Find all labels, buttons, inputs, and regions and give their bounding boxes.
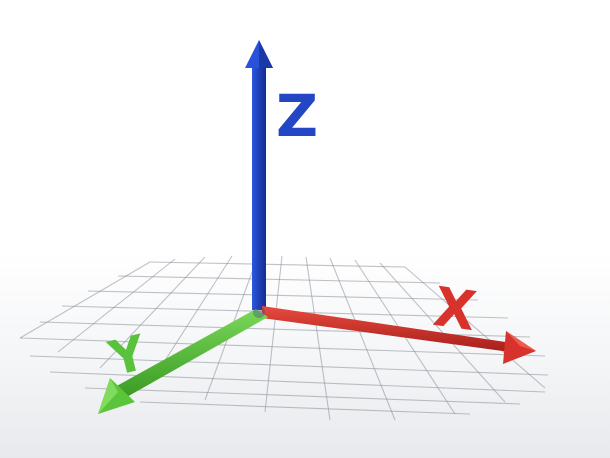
origin-point [253, 306, 265, 318]
x-axis-arrow [262, 306, 536, 364]
z-axis-label: Z [276, 82, 318, 150]
y-axis-arrow [98, 309, 268, 414]
z-axis-arrow [245, 40, 273, 310]
x-axis-label: X [430, 275, 480, 343]
